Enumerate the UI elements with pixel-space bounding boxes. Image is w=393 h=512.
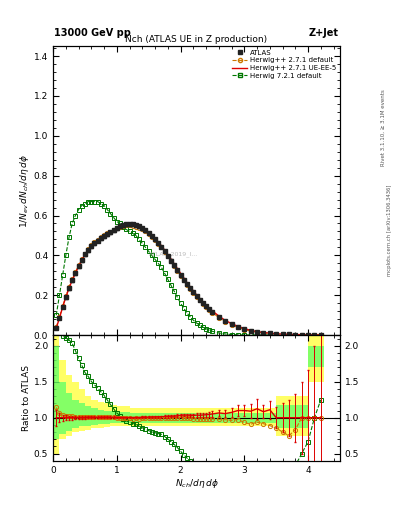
Legend: ATLAS, Herwig++ 2.7.1 default, Herwig++ 2.7.1 UE-EE-5, Herwig 7.2.1 default: ATLAS, Herwig++ 2.7.1 default, Herwig++ … xyxy=(231,48,338,80)
Text: ATLAS_2019_I...: ATLAS_2019_I... xyxy=(149,251,198,257)
Y-axis label: Ratio to ATLAS: Ratio to ATLAS xyxy=(22,365,31,431)
Y-axis label: $1/N_{ev}\, dN_{ch}/d\eta\, d\phi$: $1/N_{ev}\, dN_{ch}/d\eta\, d\phi$ xyxy=(18,154,31,228)
Text: mcplots.cern.ch [arXiv:1306.3436]: mcplots.cern.ch [arXiv:1306.3436] xyxy=(387,185,391,276)
Text: Rivet 3.1.10, ≥ 3.1M events: Rivet 3.1.10, ≥ 3.1M events xyxy=(381,90,386,166)
Title: Nch (ATLAS UE in Z production): Nch (ATLAS UE in Z production) xyxy=(125,35,268,44)
X-axis label: $N_{ch}/d\eta\, d\phi$: $N_{ch}/d\eta\, d\phi$ xyxy=(174,477,219,490)
Text: 13000 GeV pp: 13000 GeV pp xyxy=(54,28,131,38)
Text: Z+Jet: Z+Jet xyxy=(309,28,339,38)
